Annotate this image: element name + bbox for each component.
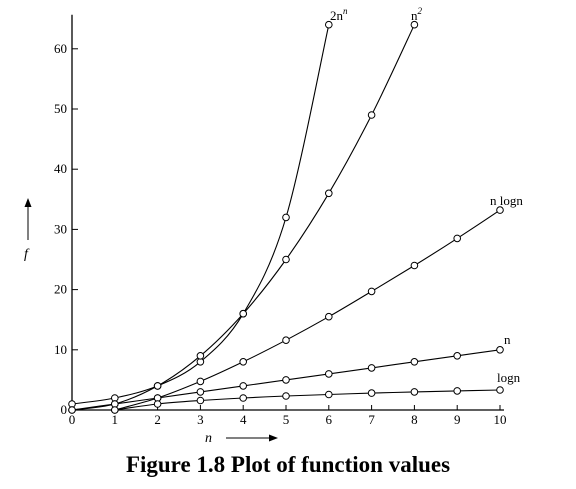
data-point <box>325 312 333 321</box>
data-point <box>196 388 205 396</box>
data-point <box>325 20 333 29</box>
data-point <box>453 234 462 243</box>
data-point <box>239 382 247 390</box>
data-point <box>282 255 290 264</box>
data-point <box>496 386 504 394</box>
x-tick-label: 4 <box>240 412 247 427</box>
series-label-2-n: 2nn <box>330 6 348 23</box>
x-tick-label: 6 <box>326 412 333 427</box>
series-label-n-log-n: n logn <box>490 193 523 208</box>
data-point <box>239 309 247 318</box>
data-point <box>410 388 419 396</box>
series-line-2-n <box>71 24 330 405</box>
data-point <box>496 206 504 214</box>
x-tick-label: 3 <box>197 412 204 427</box>
series-line-n-log-n <box>114 209 501 411</box>
data-point <box>367 111 376 119</box>
data-point <box>196 396 205 405</box>
data-point <box>367 364 376 372</box>
series-line-log-n <box>114 389 501 411</box>
series-labels: 2nn n2 n logn n logn <box>330 6 523 385</box>
series-label-n: n <box>504 332 511 347</box>
data-point <box>282 213 290 222</box>
y-tick-label: 10 <box>54 342 67 357</box>
series-label-n-2: n2 <box>411 6 423 23</box>
data-point <box>196 352 205 360</box>
data-point <box>367 389 376 397</box>
x-axis-arrowhead <box>269 434 278 442</box>
data-point <box>239 394 247 402</box>
x-tick-label: 7 <box>368 412 375 427</box>
series-line-n-2 <box>71 24 415 411</box>
data-point <box>410 358 419 366</box>
data-point <box>282 392 290 400</box>
y-tick-label: 20 <box>54 282 67 297</box>
x-axis-label: n <box>205 431 212 446</box>
data-point <box>367 287 376 296</box>
y-tick-label: 40 <box>54 161 67 176</box>
x-tick-label: 5 <box>283 412 290 427</box>
axes <box>71 14 504 411</box>
data-point <box>453 352 462 360</box>
data-point <box>196 377 205 386</box>
series-markers <box>68 20 504 414</box>
data-point <box>410 20 419 29</box>
data-point <box>111 406 119 414</box>
y-axis-label: f <box>24 247 30 262</box>
data-point <box>453 387 462 395</box>
data-point <box>325 189 333 198</box>
data-point <box>239 358 247 366</box>
x-tick-label: 0 <box>69 412 76 427</box>
axis-ticks: 0 1 2 3 4 5 6 7 8 9 10 0 10 20 30 40 50 60 <box>54 41 507 427</box>
y-tick-label: 50 <box>54 101 67 116</box>
y-tick-label: 60 <box>54 41 67 56</box>
y-tick-label: 0 <box>61 402 68 417</box>
function-values-chart: 0 1 2 3 4 5 6 7 8 9 10 0 10 20 30 40 50 60 2nn n2 n logn n lo… <box>24 6 523 446</box>
data-point <box>325 390 333 399</box>
y-axis-arrowhead <box>24 198 32 207</box>
x-tick-label: 10 <box>494 412 507 427</box>
series-label-log-n: logn <box>497 370 521 385</box>
data-point <box>68 406 76 414</box>
data-point <box>496 346 504 354</box>
x-tick-label: 1 <box>112 412 119 427</box>
x-tick-label: 9 <box>454 412 461 427</box>
data-point <box>282 376 290 384</box>
data-point <box>153 382 162 390</box>
data-point <box>282 336 290 345</box>
data-point <box>153 400 162 408</box>
x-tick-label: 2 <box>154 412 161 427</box>
data-point <box>410 261 419 270</box>
figure-caption: Figure 1.8 Plot of function values <box>125 452 451 477</box>
data-point <box>325 370 333 378</box>
y-tick-label: 30 <box>54 221 67 236</box>
x-tick-label: 8 <box>411 412 418 427</box>
